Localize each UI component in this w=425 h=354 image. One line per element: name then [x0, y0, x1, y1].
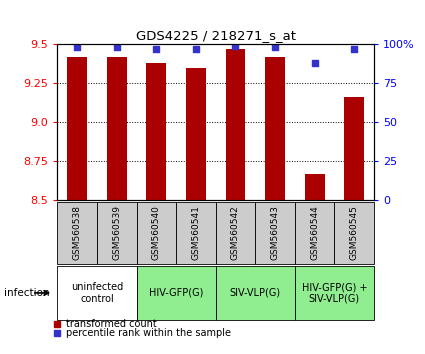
Point	[351, 46, 357, 52]
Text: infection: infection	[4, 288, 50, 298]
Bar	[136, 266, 215, 320]
Point	[232, 43, 239, 48]
Point	[272, 45, 278, 50]
Text: GSM560541: GSM560541	[191, 205, 201, 260]
Bar	[67, 57, 87, 200]
Bar	[295, 202, 334, 264]
Text: SIV-VLP(G): SIV-VLP(G)	[230, 288, 281, 298]
Point	[153, 46, 160, 52]
Bar	[215, 202, 255, 264]
Text: HIV-GFP(G): HIV-GFP(G)	[149, 288, 203, 298]
Bar	[176, 202, 215, 264]
Bar	[226, 49, 245, 200]
Text: uninfected
control: uninfected control	[71, 282, 123, 304]
Bar	[107, 57, 127, 200]
Text: GSM560543: GSM560543	[271, 205, 280, 260]
Text: GSM560539: GSM560539	[112, 205, 121, 260]
Bar	[255, 202, 295, 264]
Bar	[147, 63, 166, 200]
Bar	[57, 202, 97, 264]
Point	[311, 60, 318, 66]
Text: GSM560544: GSM560544	[310, 205, 319, 260]
Text: transformed count: transformed count	[66, 319, 157, 329]
Bar	[295, 266, 374, 320]
Bar	[136, 202, 176, 264]
Bar	[265, 57, 285, 200]
Bar	[57, 266, 136, 320]
Text: GSM560538: GSM560538	[73, 205, 82, 260]
Text: GSM560542: GSM560542	[231, 205, 240, 260]
Text: HIV-GFP(G) +
SIV-VLP(G): HIV-GFP(G) + SIV-VLP(G)	[302, 282, 367, 304]
Point	[193, 46, 199, 52]
Title: GDS4225 / 218271_s_at: GDS4225 / 218271_s_at	[136, 29, 296, 42]
Text: percentile rank within the sample: percentile rank within the sample	[66, 328, 231, 338]
Bar	[334, 202, 374, 264]
Bar	[186, 68, 206, 200]
Bar	[97, 202, 136, 264]
Point	[113, 45, 120, 50]
Text: GSM560545: GSM560545	[350, 205, 359, 260]
Bar	[215, 266, 295, 320]
Bar	[344, 97, 364, 200]
Point	[74, 45, 81, 50]
Bar	[305, 173, 325, 200]
Text: GSM560540: GSM560540	[152, 205, 161, 260]
